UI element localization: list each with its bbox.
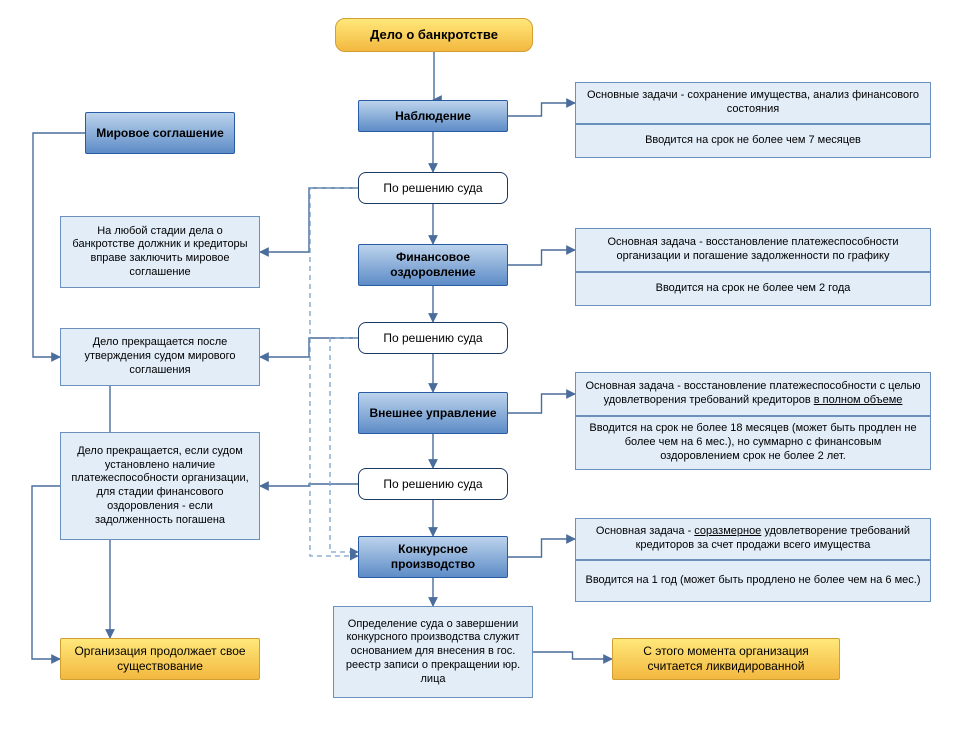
node-info2a: Основная задача - восстановление платеже… (575, 228, 931, 272)
node-stage4-label: Конкурсное производство (367, 542, 499, 572)
node-info2b: Вводится на срок не более чем 2 года (575, 272, 931, 306)
node-stage2-label: Финансовое оздоровление (367, 250, 499, 280)
node-stage2: Финансовое оздоровление (358, 244, 508, 286)
node-stage1: Наблюдение (358, 100, 508, 132)
node-info1b: Вводится на срок не более чем 7 месяцев (575, 124, 931, 158)
node-info3b: Вводится на срок не более 18 месяцев (мо… (575, 416, 931, 470)
node-stage3-label: Внешнее управление (367, 406, 499, 421)
flowchart-canvas: Дело о банкротстве Мировое соглашение Набл… (0, 0, 953, 733)
node-info3b-label: Вводится на срок не более 18 месяцев (мо… (584, 422, 922, 463)
node-dec2-label: По решению суда (367, 331, 499, 346)
node-result_left: Организация продолжает свое существовани… (60, 638, 260, 680)
node-opredelenie-label: Определение суда о завершении конкурсног… (342, 618, 524, 687)
node-stage3: Внешнее управление (358, 392, 508, 434)
node-info2a-label: Основная задача - восстановление платеже… (584, 236, 922, 264)
node-dec1: По решению суда (358, 172, 508, 204)
node-info3a-label: Основная задача - восстановление платеже… (584, 380, 922, 408)
node-left3: Дело прекращается, если судом установлен… (60, 432, 260, 540)
node-left1: На любой стадии дела о банкротстве должн… (60, 216, 260, 288)
node-dec1-label: По решению суда (367, 181, 499, 196)
node-stage4: Конкурсное производство (358, 536, 508, 578)
node-left1-label: На любой стадии дела о банкротстве должн… (69, 225, 251, 280)
node-dec3-label: По решению суда (367, 477, 499, 492)
node-left2-label: Дело прекращается после утверждения судо… (69, 336, 251, 377)
node-info2b-label: Вводится на срок не более чем 2 года (584, 282, 922, 296)
node-opredelenie: Определение суда о завершении конкурсног… (333, 606, 533, 698)
node-result_left-label: Организация продолжает свое существовани… (69, 644, 251, 674)
node-sogl_header: Мировое соглашение (85, 112, 235, 154)
node-sogl_header-label: Мировое соглашение (94, 126, 226, 141)
node-title-label: Дело о банкротстве (344, 27, 524, 43)
node-result_right: С этого момента организация считается ли… (612, 638, 840, 680)
node-info3a: Основная задача - восстановление платеже… (575, 372, 931, 416)
node-info4a: Основная задача - соразмерное удовлетвор… (575, 518, 931, 560)
node-info4a-label: Основная задача - соразмерное удовлетвор… (584, 525, 922, 553)
node-left2: Дело прекращается после утверждения судо… (60, 328, 260, 386)
node-info1a-label: Основные задачи - сохранение имущества, … (584, 89, 922, 117)
node-title: Дело о банкротстве (335, 18, 533, 52)
node-dec2: По решению суда (358, 322, 508, 354)
node-info4b-label: Вводится на 1 год (может быть продлено н… (584, 574, 922, 588)
node-stage1-label: Наблюдение (367, 109, 499, 124)
node-result_right-label: С этого момента организация считается ли… (621, 644, 831, 674)
node-left3-label: Дело прекращается, если судом установлен… (69, 445, 251, 528)
node-info1b-label: Вводится на срок не более чем 7 месяцев (584, 134, 922, 148)
node-info4b: Вводится на 1 год (может быть продлено н… (575, 560, 931, 602)
node-dec3: По решению суда (358, 468, 508, 500)
node-info1a: Основные задачи - сохранение имущества, … (575, 82, 931, 124)
